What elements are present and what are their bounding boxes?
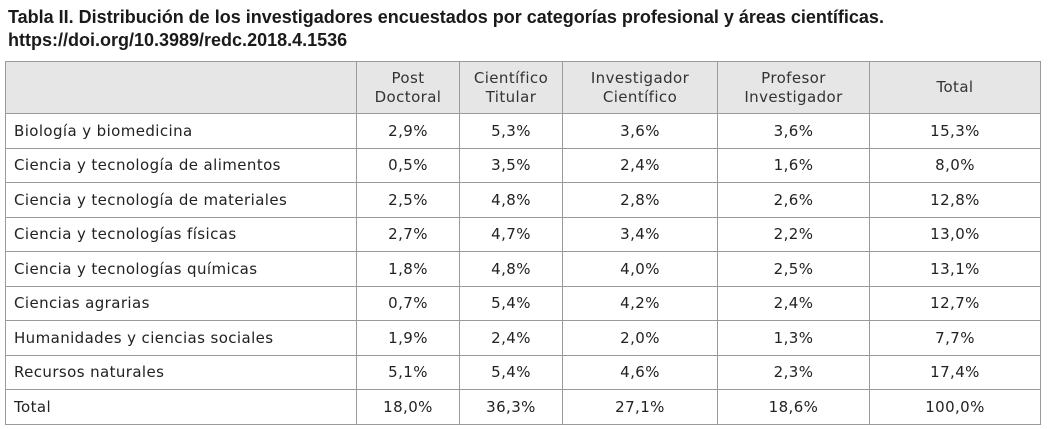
header-line-1: Investigador — [590, 68, 690, 87]
table-cell: 2,4% — [562, 147, 718, 183]
data-table: Post Doctoral Científico Titular Investigado… — [5, 61, 1041, 425]
table-cell: 12,7% — [869, 285, 1041, 321]
table-cell: 7,7% — [869, 320, 1041, 356]
header-cell: Profesor Investigador — [717, 61, 870, 114]
table-cell: 12,8% — [869, 182, 1041, 218]
row-label: Ciencias agrarias — [5, 285, 357, 321]
table-body: Biología y biomedicina 2,9% 5,3% 3,6% 3,6% 15… — [5, 113, 1041, 425]
table-row: Ciencia y tecnologías físicas 2,7% 4,7% 3,4… — [5, 216, 1041, 252]
table-cell: 3,6% — [717, 113, 870, 149]
caption-doi: https://doi.org/10.3989/redc.2018.4.1536 — [8, 30, 348, 50]
header-cell: Total — [869, 61, 1041, 114]
table-cell: 2,5% — [717, 251, 870, 287]
table-cell: 1,9% — [356, 320, 460, 356]
table-cell: 0,5% — [356, 147, 460, 183]
table-cell: 2,5% — [356, 182, 460, 218]
header-line-1: Científico — [473, 68, 549, 87]
table-cell: 100,0% — [869, 389, 1041, 425]
table-cell: 2,8% — [562, 182, 718, 218]
table-row: Biología y biomedicina 2,9% 5,3% 3,6% 3,6% 15… — [5, 113, 1041, 149]
table-cell: 17,4% — [869, 354, 1041, 390]
table-row: Ciencia y tecnología de alimentos 0,5% 3,5… — [5, 147, 1041, 183]
row-label: Ciencia y tecnología de materiales — [5, 182, 357, 218]
header-line-1: Profesor — [761, 68, 826, 87]
header-cell-empty — [5, 61, 357, 114]
table-cell: 3,6% — [562, 113, 718, 149]
row-label: Humanidades y ciencias sociales — [5, 320, 357, 356]
table-cell: 2,2% — [717, 216, 870, 252]
table-cell: 5,3% — [459, 113, 563, 149]
table-cell: 2,3% — [717, 354, 870, 390]
table-cell: 4,0% — [562, 251, 718, 287]
table-cell: 1,8% — [356, 251, 460, 287]
table-cell: 27,1% — [562, 389, 718, 425]
header-line-2: Titular — [485, 87, 537, 106]
caption-title: Tabla II. Distribución de los investigad… — [8, 7, 884, 27]
table-cell: 18,0% — [356, 389, 460, 425]
table-cell: 3,5% — [459, 147, 563, 183]
header-line-2: Doctoral — [374, 87, 442, 106]
table-cell: 3,4% — [562, 216, 718, 252]
table-cell: 2,9% — [356, 113, 460, 149]
table-cell: 2,0% — [562, 320, 718, 356]
table-cell: 4,2% — [562, 285, 718, 321]
table-cell: 2,4% — [459, 320, 563, 356]
table-cell: 15,3% — [869, 113, 1041, 149]
table-row: Ciencias agrarias 0,7% 5,4% 4,2% 2,4% 12,7% — [5, 285, 1041, 321]
header-line-1: Total — [936, 78, 974, 96]
table-cell: 18,6% — [717, 389, 870, 425]
table-cell: 2,4% — [717, 285, 870, 321]
table-row: Total 18,0% 36,3% 27,1% 18,6% 100,0% — [5, 389, 1041, 425]
row-label: Ciencia y tecnologías químicas — [5, 251, 357, 287]
table-cell: 0,7% — [356, 285, 460, 321]
table-row: Recursos naturales 5,1% 5,4% 4,6% 2,3% 17,4% — [5, 354, 1041, 390]
row-label: Biología y biomedicina — [5, 113, 357, 149]
table-cell: 2,7% — [356, 216, 460, 252]
table-cell: 13,1% — [869, 251, 1041, 287]
table-cell: 5,4% — [459, 285, 563, 321]
header-cell: Investigador Científico — [562, 61, 718, 114]
row-label: Ciencia y tecnologías físicas — [5, 216, 357, 252]
table-cell: 8,0% — [869, 147, 1041, 183]
table-cell: 4,8% — [459, 251, 563, 287]
header-cell: Post Doctoral — [356, 61, 460, 114]
table-cell: 5,4% — [459, 354, 563, 390]
table-cell: 13,0% — [869, 216, 1041, 252]
header-line-2: Investigador — [744, 87, 843, 106]
row-label: Ciencia y tecnología de alimentos — [5, 147, 357, 183]
table-row: Ciencia y tecnología de materiales 2,5% 4,… — [5, 182, 1041, 218]
table-row: Humanidades y ciencias sociales 1,9% 2,4% 2… — [5, 320, 1041, 356]
header-row: Post Doctoral Científico Titular Investigado… — [5, 61, 1041, 114]
table-cell: 36,3% — [459, 389, 563, 425]
row-label: Recursos naturales — [5, 354, 357, 390]
table-cell: 1,3% — [717, 320, 870, 356]
table-cell: 4,7% — [459, 216, 563, 252]
table-cell: 2,6% — [717, 182, 870, 218]
header-line-1: Post — [391, 68, 425, 87]
table-cell: 4,8% — [459, 182, 563, 218]
table-caption: Tabla II. Distribución de los investigad… — [8, 6, 1038, 52]
table-row: Ciencia y tecnologías químicas 1,8% 4,8% 4,… — [5, 251, 1041, 287]
table-cell: 1,6% — [717, 147, 870, 183]
header-line-2: Científico — [602, 87, 678, 106]
table-cell: 5,1% — [356, 354, 460, 390]
row-label: Total — [5, 389, 357, 425]
table-cell: 4,6% — [562, 354, 718, 390]
header-cell: Científico Titular — [459, 61, 563, 114]
